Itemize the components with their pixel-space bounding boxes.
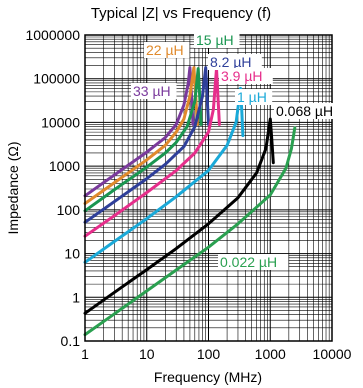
- series-line-3: [83, 66, 210, 224]
- series-label-1: 22 µH: [146, 42, 184, 58]
- series-label-3: 8.2 µH: [210, 54, 252, 70]
- x-tick-label: 1000: [255, 346, 286, 362]
- x-axis-label: Frequency (MHz): [154, 369, 262, 385]
- series-label-bg: [208, 54, 262, 70]
- series-label-bg: [274, 103, 345, 119]
- series-line-6: [83, 117, 275, 315]
- y-tick-label: 10000: [41, 114, 80, 130]
- series-label-0: 33 µH: [133, 83, 171, 99]
- chart-title: Typical |Z| vs Frequency (f): [91, 5, 271, 22]
- y-tick-label: 1: [72, 289, 80, 305]
- y-tick-labels: 0.1 1 10 100 1000 10000 100000 1000000: [25, 27, 80, 349]
- x-tick-label: 100: [197, 346, 221, 362]
- series-label-5: 1 µH: [237, 89, 267, 105]
- x-tick-label: 1: [81, 346, 89, 362]
- x-tick-labels: 1 10 100 1000 10000: [81, 346, 352, 362]
- series-line-7: [83, 126, 297, 337]
- series-labels: 33 µH 22 µH 15 µH 8.2 µH3.9 µH 1 µH 0.068 µH 0…: [131, 32, 345, 270]
- series-label-6: 0.068 µH: [276, 103, 333, 119]
- series-line-4: [83, 67, 221, 238]
- y-tick-label: 100000: [33, 71, 80, 87]
- series-label-4: 3.9 µH: [221, 68, 263, 84]
- series-label-bg: [235, 89, 273, 105]
- series-label-7: 0.022 µH: [220, 254, 277, 270]
- series-label-bg: [131, 83, 177, 99]
- series-label-bg: [218, 254, 289, 270]
- x-tick-label: 10: [139, 346, 155, 362]
- y-tick-label: 0.1: [61, 333, 81, 349]
- series-line-1: [83, 66, 199, 205]
- series-label-2: 15 µH: [196, 32, 234, 48]
- series-label-bg: [144, 42, 190, 58]
- series-line-2: [83, 67, 203, 213]
- x-tick-label: 10000: [313, 346, 352, 362]
- y-tick-label: 1000000: [25, 27, 80, 43]
- y-tick-label: 100: [57, 202, 81, 218]
- series-layer: [83, 66, 297, 337]
- y-tick-label: 1000: [49, 158, 80, 174]
- y-tick-label: 10: [64, 246, 80, 262]
- series-label-bg: [194, 32, 240, 48]
- chart-grid: [84, 35, 332, 342]
- y-axis-label: Impedance (Ω): [5, 142, 21, 235]
- series-label-bg: [219, 68, 273, 84]
